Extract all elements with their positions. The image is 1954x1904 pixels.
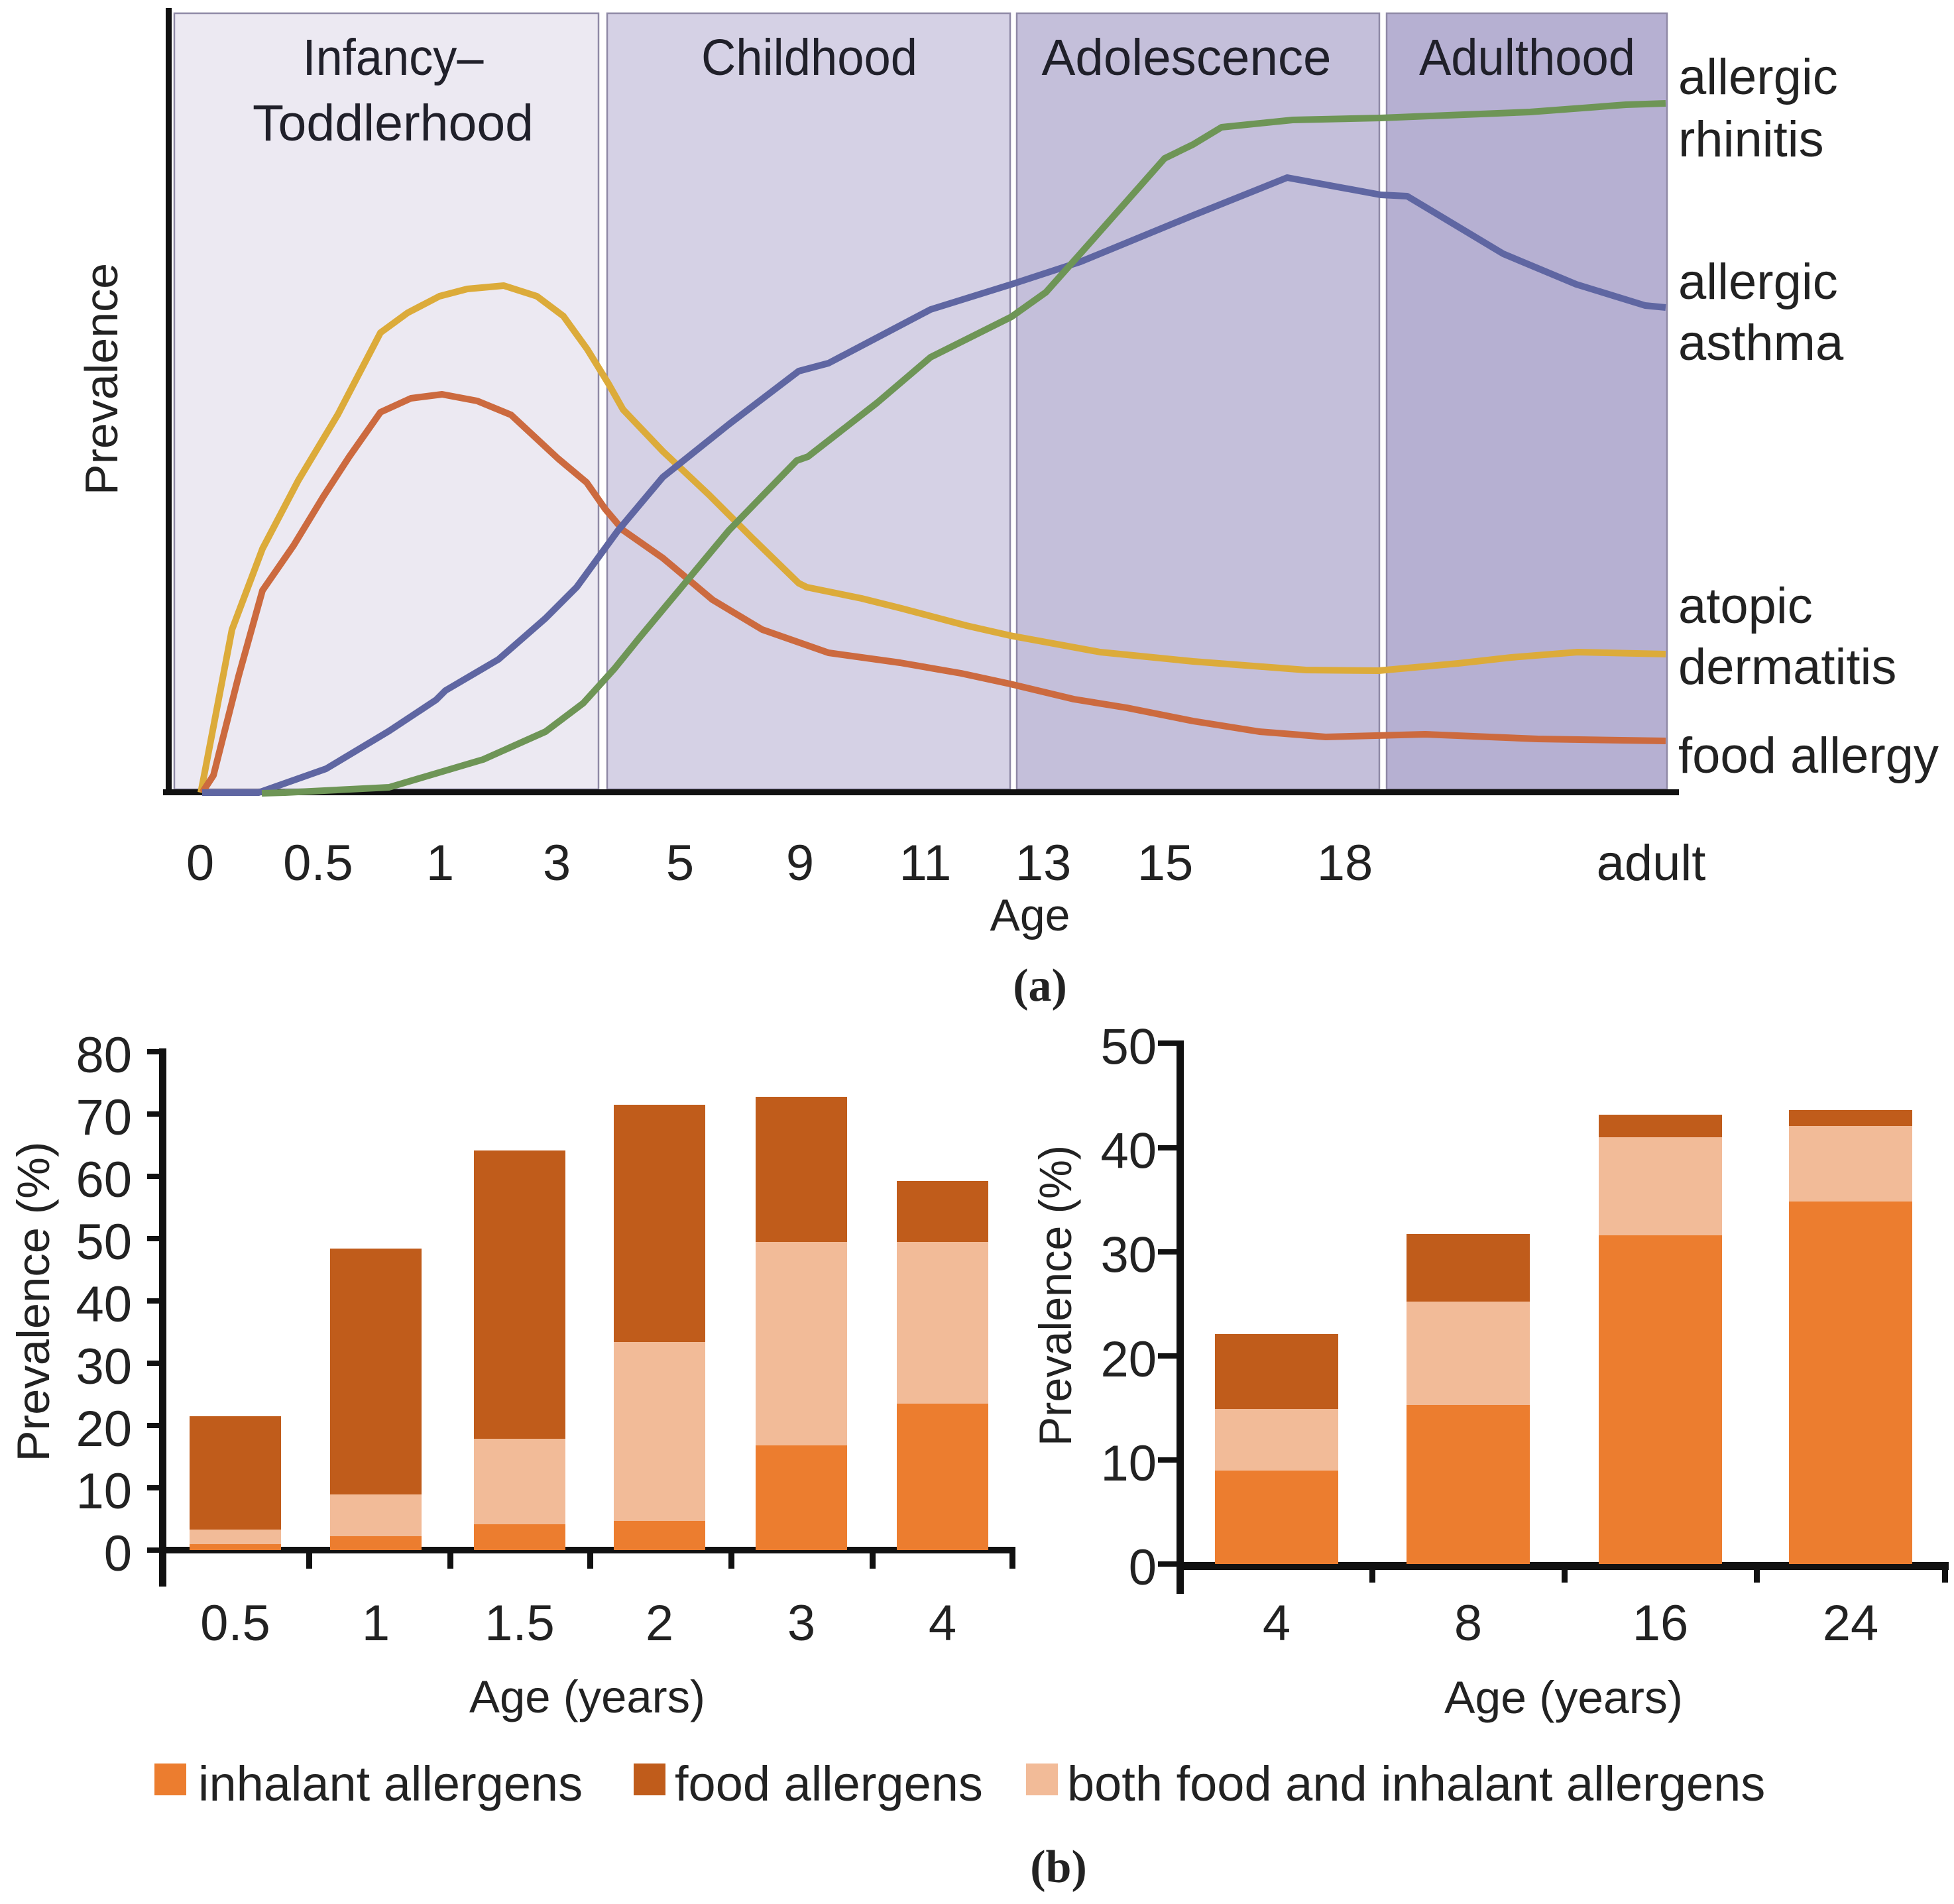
svg-text:1.5: 1.5 <box>485 1595 555 1652</box>
svg-text:asthma: asthma <box>1678 315 1844 371</box>
svg-text:inhalant allergens: inhalant allergens <box>198 1756 583 1811</box>
svg-text:30: 30 <box>1100 1227 1157 1284</box>
svg-text:60: 60 <box>76 1152 132 1208</box>
svg-text:food allergens: food allergens <box>675 1756 983 1811</box>
svg-text:10: 10 <box>1100 1435 1157 1492</box>
svg-text:Prevalence (%): Prevalence (%) <box>8 1142 59 1462</box>
svg-text:20: 20 <box>1100 1331 1157 1388</box>
svg-text:13: 13 <box>1015 835 1072 891</box>
svg-text:3: 3 <box>787 1595 815 1652</box>
svg-text:(b): (b) <box>1030 1842 1087 1893</box>
svg-text:4: 4 <box>929 1595 956 1652</box>
svg-text:5: 5 <box>666 835 694 891</box>
svg-text:Toddlerhood: Toddlerhood <box>253 95 534 152</box>
svg-text:Age: Age <box>990 890 1070 940</box>
svg-text:Adulthood: Adulthood <box>1419 29 1635 86</box>
svg-text:30: 30 <box>76 1339 132 1395</box>
svg-text:40: 40 <box>1100 1123 1157 1180</box>
svg-text:allergic: allergic <box>1678 49 1838 105</box>
svg-text:Age (years): Age (years) <box>469 1671 705 1722</box>
svg-text:Childhood: Childhood <box>701 29 917 86</box>
svg-text:10: 10 <box>76 1463 132 1520</box>
svg-text:1: 1 <box>426 835 454 891</box>
svg-text:0.5: 0.5 <box>200 1595 270 1652</box>
svg-text:20: 20 <box>76 1401 132 1457</box>
svg-text:food allergy: food allergy <box>1678 728 1939 784</box>
svg-text:9: 9 <box>786 835 814 891</box>
svg-text:50: 50 <box>76 1214 132 1270</box>
svg-text:0: 0 <box>104 1526 132 1582</box>
svg-text:8: 8 <box>1454 1595 1482 1652</box>
svg-text:3: 3 <box>543 835 571 891</box>
svg-text:0.5: 0.5 <box>283 835 353 891</box>
svg-text:4: 4 <box>1263 1595 1291 1652</box>
svg-text:Infancy–: Infancy– <box>303 29 484 86</box>
svg-text:adult: adult <box>1597 835 1706 891</box>
svg-text:16: 16 <box>1633 1595 1689 1652</box>
svg-text:both food and inhalant allerge: both food and inhalant allergens <box>1067 1756 1765 1811</box>
svg-text:11: 11 <box>899 835 952 891</box>
svg-text:0: 0 <box>1129 1540 1157 1596</box>
svg-text:2: 2 <box>646 1595 673 1652</box>
svg-text:allergic: allergic <box>1678 254 1838 310</box>
svg-text:0: 0 <box>186 835 214 891</box>
svg-text:atopic: atopic <box>1678 578 1813 634</box>
svg-text:1: 1 <box>362 1595 390 1652</box>
svg-text:15: 15 <box>1137 835 1194 891</box>
svg-text:(a): (a) <box>1013 960 1067 1011</box>
svg-text:18: 18 <box>1317 835 1373 891</box>
svg-text:80: 80 <box>76 1027 132 1084</box>
svg-text:Age (years): Age (years) <box>1444 1672 1683 1723</box>
svg-text:Adolescence: Adolescence <box>1042 29 1332 86</box>
svg-text:50: 50 <box>1100 1019 1157 1076</box>
svg-text:dermatitis: dermatitis <box>1678 639 1896 695</box>
svg-text:40: 40 <box>76 1276 132 1333</box>
svg-text:rhinitis: rhinitis <box>1678 111 1824 168</box>
svg-text:Prevalence: Prevalence <box>76 263 127 495</box>
svg-text:Prevalence (%): Prevalence (%) <box>1030 1145 1081 1446</box>
svg-text:70: 70 <box>76 1090 132 1146</box>
svg-text:24: 24 <box>1823 1595 1879 1652</box>
